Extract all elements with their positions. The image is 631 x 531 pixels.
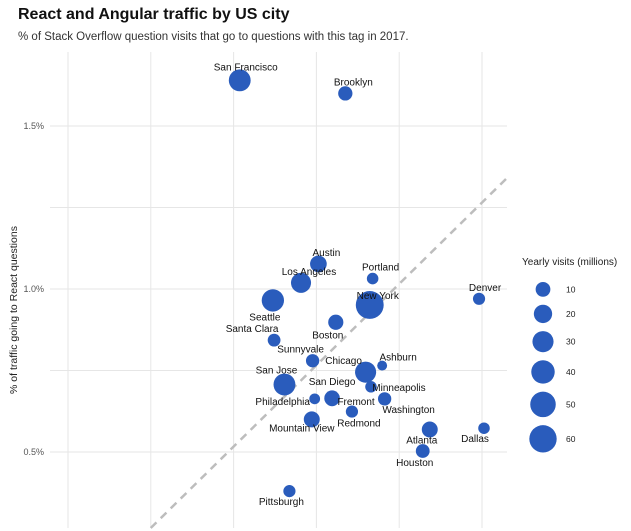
point-label: Mountain View <box>269 423 335 434</box>
data-point <box>472 292 486 305</box>
data-point <box>303 411 320 428</box>
legend-circle <box>530 391 556 418</box>
point-label: Houston <box>396 458 433 469</box>
legend-circle <box>532 331 554 353</box>
data-point <box>377 360 388 371</box>
point-label: Minneapolis <box>372 383 425 394</box>
point-label: Fremont <box>337 397 374 408</box>
data-point <box>338 86 353 101</box>
point-label: Boston <box>312 330 343 341</box>
data-point <box>365 381 377 393</box>
y-axis: 0.5% 1.0% 1.5% <box>23 121 44 457</box>
data-point <box>310 255 327 273</box>
data-point <box>355 361 377 383</box>
y-tick-label: 1.0% <box>23 284 44 294</box>
chart-title: React and Angular traffic by US city <box>18 6 290 23</box>
legend-label: 10 <box>566 284 576 294</box>
data-point <box>305 354 320 368</box>
data-point <box>345 405 359 418</box>
legend-title: Yearly visits (millions) <box>522 257 617 268</box>
legend-label: 40 <box>566 367 576 377</box>
point-label: Redmond <box>337 419 380 430</box>
point-label: Dallas <box>461 434 489 445</box>
data-point <box>421 421 438 438</box>
data-point <box>290 272 312 293</box>
point-label: San Jose <box>256 366 298 377</box>
point-label: Brooklyn <box>334 77 373 88</box>
diagonal-reference-line <box>149 177 508 529</box>
data-point <box>267 333 281 347</box>
grid-lines <box>50 52 507 528</box>
legend-label: 60 <box>566 434 576 444</box>
point-label: Seattle <box>249 312 281 323</box>
point-label: New York <box>357 291 400 302</box>
size-legend: Yearly visits (millions) 10 20 30 40 50 60 <box>522 257 617 453</box>
data-point <box>273 373 296 396</box>
point-label: Atlanta <box>406 436 438 447</box>
y-tick-label: 0.5% <box>23 447 44 457</box>
data-point <box>325 393 339 407</box>
point-label: Santa Clara <box>226 324 279 335</box>
point-label: Ashburn <box>380 353 417 364</box>
point-label: Chicago <box>325 356 362 367</box>
point-label: San Francisco <box>214 62 278 73</box>
legend-label: 20 <box>566 309 576 319</box>
legend-circle <box>529 425 557 453</box>
point-label: Austin <box>313 248 341 259</box>
data-point <box>478 422 490 434</box>
data-point <box>309 393 321 405</box>
point-label: Los Angeles <box>282 267 337 278</box>
point-label: Denver <box>469 283 502 294</box>
legend-label: 50 <box>566 399 576 409</box>
data-points <box>228 69 490 498</box>
y-axis-label: % of traffic going to React questions <box>8 226 20 394</box>
point-label: Portland <box>362 263 399 274</box>
chart-subtitle: % of Stack Overflow question visits that… <box>18 31 409 43</box>
data-point <box>261 289 285 312</box>
legend-circle <box>531 360 555 384</box>
point-label: Philadelphia <box>255 397 310 408</box>
point-label: Washington <box>382 405 434 416</box>
data-point <box>355 291 384 319</box>
point-label: Sunnyvale <box>277 345 324 356</box>
legend-label: 30 <box>566 337 576 347</box>
data-point <box>415 444 430 458</box>
legend-circle <box>535 282 551 297</box>
point-label: San Diego <box>309 377 356 388</box>
data-point <box>366 272 379 285</box>
point-labels: San Francisco Brooklyn Austin Los Angeles Po… <box>214 62 502 508</box>
data-point <box>328 314 344 330</box>
data-point <box>377 392 392 406</box>
y-tick-label: 1.5% <box>23 121 44 131</box>
data-point <box>283 485 296 498</box>
data-point <box>228 69 251 92</box>
legend-circle <box>533 304 553 324</box>
point-label: Pittsburgh <box>259 497 304 508</box>
